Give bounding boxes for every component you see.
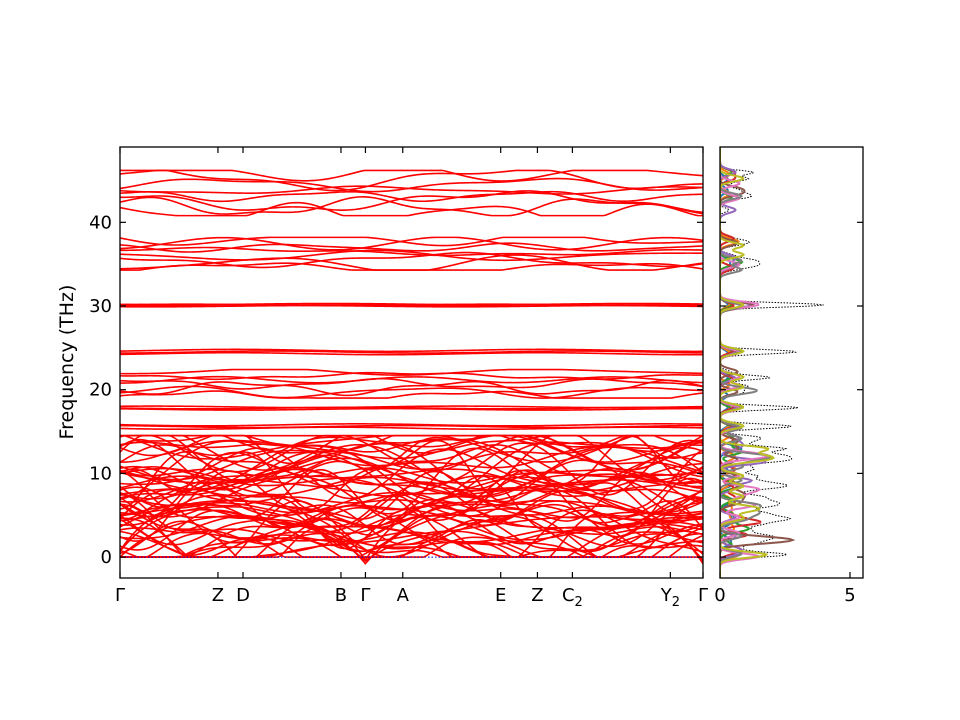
band-line-17: [120, 236, 703, 251]
kpoint-label: E: [495, 585, 506, 606]
band-line-89: [120, 302, 703, 306]
band-line-14: [120, 249, 703, 262]
band-line-55: [120, 465, 703, 529]
kpoint-label: C2: [562, 585, 583, 610]
y-axis-label: Frequency (THz): [56, 285, 78, 440]
band-line-20: [120, 385, 703, 399]
dos-curves: [720, 147, 824, 578]
band-line-85: [120, 434, 703, 457]
band-line-70: [120, 438, 703, 496]
kpoint-label: Γ: [360, 585, 370, 606]
kpoint-label: D: [236, 585, 250, 606]
kpoint-label: Z: [212, 585, 224, 606]
band-line-97: [120, 424, 703, 429]
band-line-84: [120, 434, 703, 471]
dos-x-tick-label: 5: [844, 585, 855, 606]
band-line-13: [120, 251, 703, 269]
band-line-95: [120, 405, 703, 409]
band-line-10: [120, 169, 703, 182]
dos-plot-frame: [719, 146, 864, 579]
y-tick-label: 40: [89, 212, 112, 233]
band-line-23: [120, 375, 703, 384]
kpoint-label: Γ: [698, 585, 708, 606]
band-line-6: [120, 190, 703, 203]
kpoint-label: B: [335, 585, 347, 606]
band-line-37: [120, 497, 703, 558]
band-line-16: [120, 242, 703, 253]
kpoint-label: Y2: [660, 585, 680, 610]
band-line-46: [120, 488, 703, 553]
band-line-73: [120, 434, 703, 490]
kpoint-label: A: [397, 585, 410, 606]
band-line-19: [120, 390, 703, 399]
band-line-65: [120, 467, 703, 487]
band-line-62: [120, 468, 703, 498]
band-line-68: [120, 446, 703, 500]
band-line-93: [120, 407, 703, 411]
phonon-bands: [120, 169, 703, 565]
band-line-21: [120, 379, 703, 397]
band-line-25: [120, 368, 703, 376]
band-line-9: [120, 169, 703, 192]
band-line-24: [120, 371, 703, 381]
band-line-79: [120, 434, 703, 463]
y-tick-label: 10: [89, 463, 112, 484]
kpoint-label: Γ: [115, 585, 125, 606]
y-tick-label: 20: [89, 380, 112, 401]
band-line-18: [120, 236, 703, 247]
band-line-98: [120, 423, 703, 427]
band-line-92: [120, 348, 703, 353]
band-line-63: [120, 447, 703, 518]
band-line-42: [120, 503, 703, 546]
band-line-91: [120, 350, 703, 354]
band-plot-frame: [119, 146, 704, 579]
band-line-90: [120, 351, 703, 356]
band-line-3: [120, 201, 703, 217]
band-line-8: [120, 177, 703, 193]
band-line-15: [120, 246, 703, 257]
band-line-71: [120, 444, 703, 488]
band-line-50: [120, 496, 703, 519]
y-tick-label: 30: [89, 296, 112, 317]
band-y-axis: 0 10 20 30 40: [89, 212, 703, 568]
total-dos-line: [720, 147, 824, 578]
band-line-5: [120, 190, 703, 214]
band-line-66: [120, 466, 703, 485]
dos-x-tick-label: 0: [714, 585, 725, 606]
y-tick-label: 0: [101, 547, 112, 568]
band-line-4: [120, 196, 703, 217]
kpoint-label: Z: [531, 585, 543, 606]
